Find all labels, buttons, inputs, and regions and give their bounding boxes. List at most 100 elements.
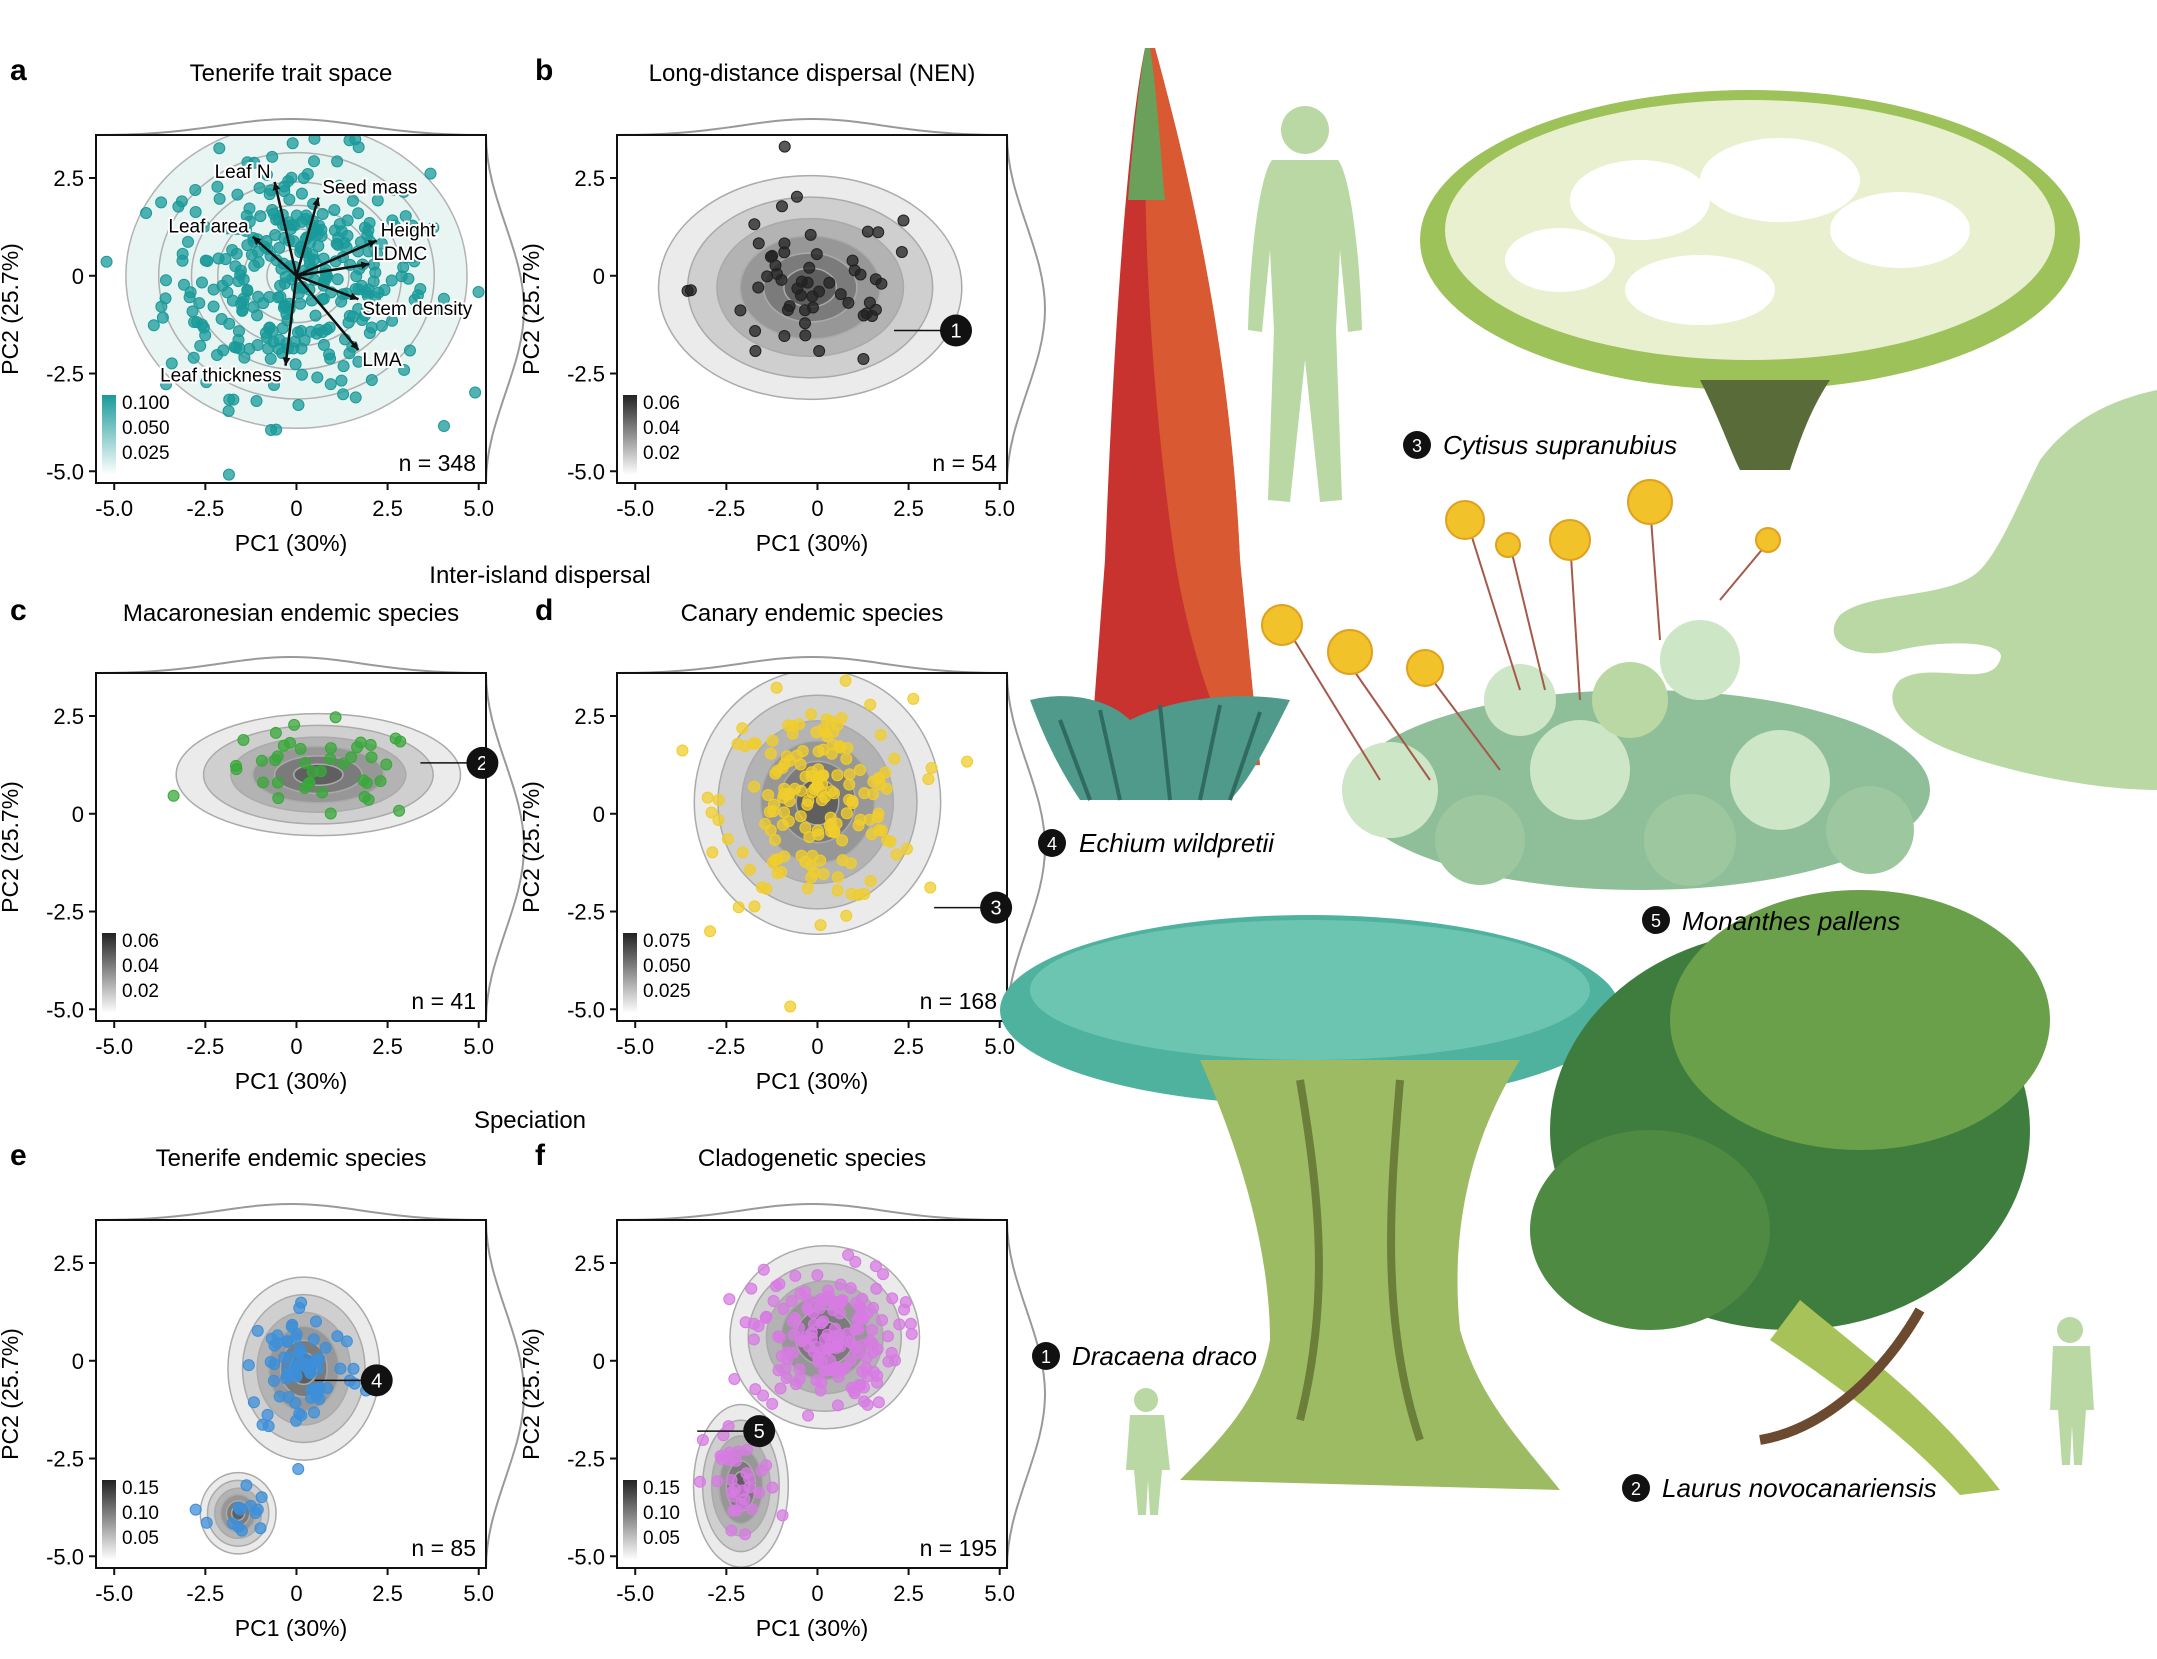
x-tick-label: 5.0	[463, 1034, 494, 1059]
sample-size-label: n = 195	[920, 1535, 997, 1561]
data-point	[251, 1324, 264, 1337]
data-point	[848, 1387, 861, 1400]
legend-tick-label: 0.050	[643, 956, 691, 977]
data-point	[264, 352, 277, 365]
panel-d: d Canary endemic species 3 -5.0 -2.5 0 2.5 5.0 2…	[518, 594, 1047, 1094]
data-point	[213, 192, 226, 205]
data-point	[295, 342, 308, 355]
plot-frame	[95, 1219, 487, 1569]
x-axis-label: PC1 (30%)	[756, 530, 868, 556]
data-point	[236, 295, 249, 308]
data-point	[740, 1467, 753, 1480]
sample-size-label: n = 54	[932, 450, 997, 476]
data-point	[831, 769, 844, 782]
data-point	[226, 1517, 239, 1530]
data-point	[701, 791, 714, 804]
data-point	[307, 1333, 320, 1346]
laurus-illustration	[1530, 890, 2050, 1495]
sample-size-label: n = 348	[399, 450, 476, 476]
data-point	[775, 273, 788, 286]
data-point	[764, 747, 777, 760]
data-point	[253, 135, 257, 136]
trait-vector-head	[349, 292, 359, 301]
data-point	[201, 255, 214, 268]
caption-badge	[1642, 906, 1670, 934]
data-point	[748, 900, 761, 913]
caption-cytisus: 3 Cytisus supranubius	[1403, 430, 1677, 460]
data-point	[736, 846, 749, 859]
caption-number: 5	[1651, 911, 1661, 931]
data-point	[897, 214, 910, 227]
plot-frame	[95, 134, 487, 484]
data-point	[888, 752, 901, 765]
data-point	[864, 875, 877, 888]
data-point	[806, 849, 819, 862]
data-point	[269, 229, 282, 242]
data-point	[362, 793, 375, 806]
plot-frame	[616, 134, 1008, 484]
data-point	[299, 756, 312, 769]
x-tick-label: 0	[811, 1034, 823, 1059]
legend-colorbar	[623, 933, 637, 1013]
x-tick-label: 5.0	[463, 1581, 494, 1606]
marginal-density-x	[95, 1202, 487, 1221]
data-point	[224, 222, 237, 235]
data-point	[857, 353, 870, 366]
data-point	[333, 218, 346, 231]
data-point	[816, 769, 829, 782]
marginal-density-x	[95, 117, 487, 136]
x-tick-label: -5.0	[95, 1034, 133, 1059]
caption-badge	[1032, 1342, 1060, 1370]
marginal-density-x	[95, 655, 487, 674]
data-point	[822, 1284, 835, 1297]
trait-vector-label: Leaf area	[168, 217, 249, 238]
data-point	[793, 1321, 806, 1334]
panel-title: Cladogenetic species	[698, 1145, 926, 1172]
data-point	[881, 1330, 894, 1343]
y-tick-label: -2.5	[567, 362, 605, 387]
data-point	[739, 1316, 752, 1329]
x-tick-label: -2.5	[186, 496, 224, 521]
trait-vector-label: Stem density	[362, 299, 472, 320]
y-tick-label: -2.5	[567, 1447, 605, 1472]
data-point	[231, 188, 244, 201]
data-point	[360, 286, 373, 299]
trait-vector	[273, 181, 298, 277]
data-point	[811, 824, 824, 837]
data-point	[301, 167, 314, 180]
data-point	[319, 1341, 332, 1354]
data-point	[804, 228, 817, 241]
marginal-density-x	[616, 1202, 1008, 1221]
data-point	[961, 755, 974, 768]
x-tick-label: 5.0	[984, 496, 1015, 521]
data-point	[375, 319, 388, 332]
data-point	[835, 712, 848, 725]
x-tick-label: 0	[290, 1034, 302, 1059]
marginal-density-x	[616, 117, 1008, 136]
data-point	[747, 1333, 760, 1346]
data-point	[334, 1362, 347, 1375]
data-point	[160, 378, 173, 391]
x-tick-label: 2.5	[893, 1034, 924, 1059]
data-point	[790, 1378, 803, 1391]
x-axis-label: PC1 (30%)	[235, 1068, 347, 1094]
trait-vector-head	[252, 236, 262, 245]
data-point	[834, 1278, 847, 1291]
data-point	[248, 259, 261, 272]
data-point	[767, 1294, 780, 1307]
data-point	[811, 1269, 824, 1282]
trait-vector	[296, 262, 370, 277]
trait-vector-head	[282, 357, 291, 366]
data-point	[836, 1294, 849, 1307]
data-point	[250, 394, 263, 407]
data-point	[814, 919, 827, 932]
data-point	[834, 288, 847, 301]
panels-layer: a Tenerife trait space Leaf N Seed mass Heig…	[0, 54, 1047, 1641]
data-point	[907, 692, 920, 705]
data-point	[761, 270, 774, 283]
data-point	[364, 738, 377, 751]
data-point	[374, 775, 387, 788]
callout-badge	[743, 1415, 776, 1448]
data-point	[398, 363, 411, 376]
data-point	[770, 681, 783, 694]
